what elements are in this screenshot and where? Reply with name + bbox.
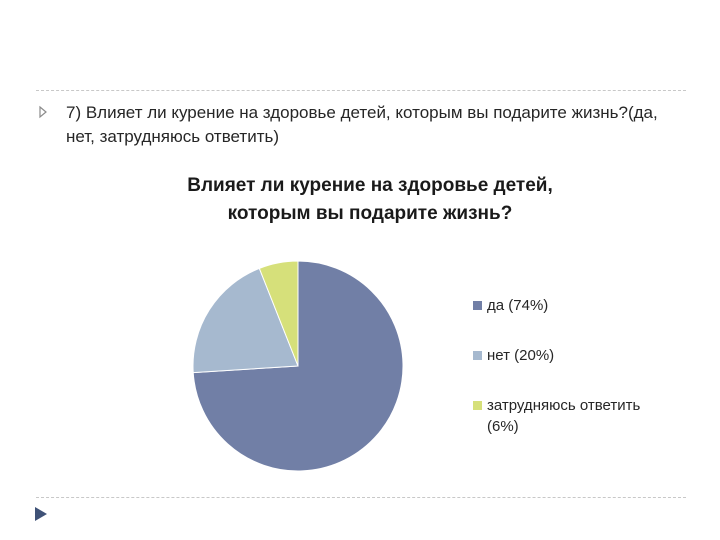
triangle-right-icon — [39, 105, 47, 119]
legend-label-no: нет (20%) — [487, 347, 555, 364]
pie-slice-unsure — [258, 260, 299, 367]
legend-swatch-no — [473, 351, 482, 360]
legend-swatch-unsure — [473, 401, 482, 410]
triangle-right-icon[interactable] — [34, 506, 48, 522]
legend-label-unsure: затрудняюсь ответить (6%) — [487, 397, 641, 435]
bottom-divider — [36, 497, 686, 498]
legend-label-yes: да (74%) — [487, 297, 549, 314]
legend-swatch-yes — [473, 301, 482, 310]
chart-title: Влияет ли курение на здоровье детей, кот… — [187, 175, 553, 224]
top-divider — [36, 90, 686, 91]
pie-slice-no — [192, 267, 299, 374]
question-text: 7) Влияет ли курение на здоровье детей, … — [66, 103, 658, 146]
